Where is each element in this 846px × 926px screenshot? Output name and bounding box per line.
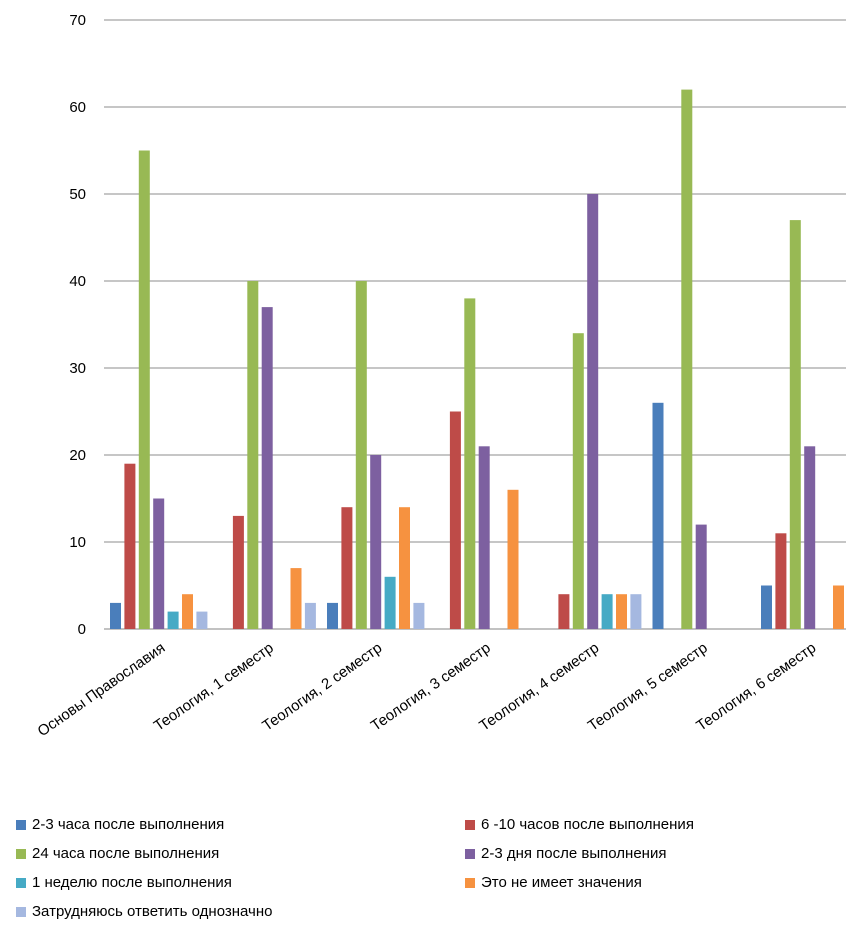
- y-tick-label: 30: [69, 360, 86, 377]
- bar: [587, 194, 599, 629]
- legend-item: 24 часа после выполнения: [16, 845, 219, 862]
- legend-item: Затрудняюсь ответить однозначно: [16, 903, 272, 920]
- x-tick-label: Теология, 3 семестр: [368, 639, 494, 734]
- legend-label: Затрудняюсь ответить однозначно: [32, 903, 273, 920]
- y-tick-label: 50: [69, 186, 86, 203]
- bar: [370, 455, 382, 629]
- bar: [601, 594, 613, 629]
- x-tick-label: Теология, 6 семестр: [693, 639, 819, 734]
- legend-label: 24 часа после выполнения: [32, 845, 220, 862]
- legend-swatch: [465, 819, 475, 830]
- bars: [110, 89, 844, 630]
- bar: [261, 307, 273, 629]
- x-tick-label: Теология, 4 семестр: [476, 639, 602, 734]
- legend-label: 2-3 дня после выполнения: [481, 845, 667, 862]
- y-axis-ticks: 0 10 20 30 40 50 60 70: [69, 12, 86, 638]
- bar: [464, 298, 476, 629]
- bar: [478, 446, 490, 629]
- bar: [833, 585, 844, 629]
- legend-item: 2-3 часа после выполнения: [16, 816, 224, 833]
- bar: [327, 602, 338, 629]
- legend-swatch: [465, 848, 475, 859]
- bar: [789, 220, 801, 629]
- bar: [290, 568, 302, 629]
- bar: [630, 594, 642, 629]
- bar: [695, 524, 707, 629]
- legend-swatch: [465, 877, 475, 888]
- bar: [399, 507, 410, 629]
- y-tick-label: 60: [69, 99, 86, 116]
- bar: [449, 411, 461, 629]
- y-tick-label: 20: [69, 447, 86, 464]
- legend-label: Это не имеет значения: [481, 874, 642, 891]
- bar: [153, 498, 165, 629]
- bar: [558, 594, 570, 629]
- bar: [413, 602, 425, 629]
- bar: [167, 611, 179, 629]
- y-tick-label: 10: [69, 534, 86, 551]
- bar: [138, 150, 150, 629]
- bar: [652, 402, 664, 629]
- y-tick-label: 0: [78, 621, 86, 638]
- legend-label: 6 -10 часов после выполнения: [481, 816, 694, 833]
- bar: [182, 594, 193, 629]
- bar: [232, 515, 244, 629]
- legend-swatch: [16, 819, 26, 830]
- x-tick-label: Теология, 2 семестр: [259, 639, 385, 734]
- y-tick-label: 40: [69, 273, 86, 290]
- legend-item: 1 неделю после выполнения: [16, 874, 232, 891]
- bar: [681, 89, 693, 630]
- x-tick-label: Теология, 5 семестр: [585, 639, 711, 734]
- legend-swatch: [16, 906, 26, 917]
- bar: [124, 463, 136, 629]
- bar: [196, 611, 208, 629]
- legend-swatch: [16, 877, 26, 888]
- bar: [341, 507, 353, 629]
- bar: [304, 602, 316, 629]
- bar: [110, 602, 121, 629]
- y-tick-label: 70: [69, 12, 86, 29]
- bar: [761, 585, 772, 629]
- bar: [247, 281, 259, 629]
- bar: [507, 489, 519, 629]
- x-tick-label: Теология, 1 семестр: [151, 639, 277, 734]
- legend-label: 1 неделю после выполнения: [32, 874, 232, 891]
- legend-swatch: [16, 848, 26, 859]
- bar: [616, 594, 627, 629]
- legend-label: 2-3 часа после выполнения: [32, 816, 225, 833]
- legend-item: Это не имеет значения: [465, 874, 642, 891]
- bar: [775, 533, 787, 629]
- bar: [384, 576, 396, 629]
- legend-item: 2-3 дня после выполнения: [465, 845, 666, 862]
- bar: [355, 281, 367, 629]
- x-tick-label: Основы Православия: [35, 639, 169, 740]
- legend-item: 6 -10 часов после выполнения: [465, 816, 694, 833]
- bar: [572, 333, 584, 629]
- bar: [804, 446, 816, 629]
